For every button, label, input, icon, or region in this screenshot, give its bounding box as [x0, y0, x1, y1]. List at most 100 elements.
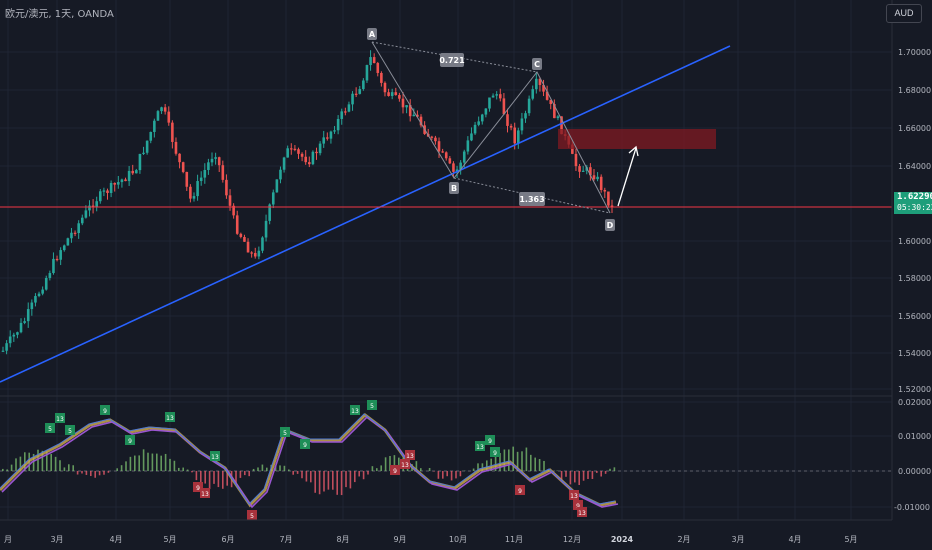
candle-body — [488, 97, 491, 109]
candle-body — [203, 169, 207, 178]
histogram-bar — [54, 456, 57, 471]
histogram-bar — [261, 464, 264, 471]
price-axis-label: 1.56000 — [898, 312, 931, 321]
candle-body — [542, 84, 545, 92]
candle-body — [117, 182, 120, 185]
histogram-bar — [604, 471, 607, 474]
candle-body — [185, 171, 189, 187]
candle-body — [120, 179, 124, 183]
buy-signal-label: 5 — [283, 430, 287, 437]
candle-body — [12, 334, 16, 337]
candle-body — [459, 162, 462, 170]
candle-body — [470, 133, 473, 141]
buy-signal-box — [367, 400, 377, 410]
candle-body — [437, 141, 441, 152]
pattern-point-label: D — [607, 221, 614, 230]
oscillator-axis-label: 0.00000 — [898, 467, 931, 476]
candle-body — [228, 195, 232, 206]
price-axis-label: 1.52000 — [898, 385, 931, 394]
sell-signal-box — [405, 450, 415, 460]
candle-body — [300, 153, 304, 157]
time-axis-label: 11月 — [505, 535, 523, 544]
candle-body — [5, 343, 8, 351]
candle-body — [506, 114, 509, 126]
buy-signal-label: 13 — [476, 444, 484, 451]
histogram-bar — [393, 455, 396, 471]
candle-body — [372, 57, 376, 64]
candle-body — [592, 175, 596, 180]
histogram-bar — [323, 471, 325, 492]
histogram-bar — [125, 461, 127, 471]
buy-signal-label: 5 — [370, 403, 374, 410]
histogram-bar — [420, 468, 422, 471]
sell-signal-label: 13 — [570, 493, 578, 500]
histogram-bar — [59, 460, 61, 471]
candle-body — [498, 94, 502, 99]
candle-body — [98, 191, 102, 202]
histogram-bar — [508, 449, 510, 471]
symbol-title: 欧元/澳元, 1天, OANDA — [5, 9, 114, 20]
candle-body — [444, 152, 448, 159]
histogram-bar — [156, 453, 158, 471]
candle-body — [221, 165, 225, 180]
grid-lines — [0, 0, 892, 520]
candle-body — [1, 350, 5, 352]
candle-body — [282, 157, 286, 170]
histogram-bar — [499, 452, 501, 471]
candle-body — [495, 94, 498, 96]
histogram-bar — [182, 467, 184, 471]
candle-body — [380, 72, 383, 83]
histogram-bar — [213, 471, 215, 484]
histogram-bar — [459, 471, 462, 477]
histogram-bar — [37, 449, 39, 471]
candle-body — [19, 322, 23, 333]
histogram-bar — [19, 456, 22, 471]
histogram-bar — [371, 466, 374, 471]
histogram-bar — [503, 449, 506, 471]
candle-body — [106, 190, 109, 193]
histogram-bar — [534, 457, 536, 471]
histogram-bar — [358, 471, 360, 477]
candle-body — [199, 177, 203, 182]
candle-body — [390, 92, 394, 96]
candle-body — [455, 169, 459, 172]
histogram-bar — [120, 465, 123, 471]
candle-body — [369, 57, 372, 66]
histogram-bar — [283, 465, 286, 471]
candle-body — [167, 111, 171, 123]
pattern-point-label: B — [451, 184, 457, 193]
candle-body — [196, 181, 199, 197]
currency-button[interactable]: AUD — [886, 4, 922, 23]
projection-arrowhead — [628, 145, 639, 157]
candle-body — [261, 237, 264, 251]
histogram-bar — [279, 465, 281, 471]
histogram-bar — [521, 451, 523, 471]
candle-body — [30, 302, 34, 310]
time-axis-label: 9月 — [393, 535, 406, 544]
candle-body — [44, 277, 48, 290]
histogram-bar — [591, 471, 594, 479]
buy-signal-label: 9 — [128, 438, 132, 445]
candle-body — [574, 153, 578, 167]
histogram-bar — [208, 471, 211, 490]
last-price-value: 1.62290 — [897, 192, 932, 202]
candle-body — [311, 151, 315, 165]
candle-body — [127, 170, 131, 182]
candle-body — [344, 111, 347, 113]
candle-body — [441, 151, 444, 153]
histogram-bar — [252, 468, 255, 471]
histogram-bar — [349, 471, 352, 489]
candle-body — [329, 131, 333, 139]
histogram-bar — [446, 471, 448, 477]
resistance-zone — [558, 129, 716, 149]
histogram-bar — [32, 453, 35, 471]
candle-body — [599, 176, 603, 190]
candle-body — [41, 289, 44, 294]
ratio-label-box — [519, 192, 545, 206]
candle-body — [160, 107, 163, 112]
buy-signal-label: 5 — [68, 428, 72, 435]
ratio-label-bd: 1.363 — [519, 195, 544, 204]
price-axis-label: 1.66000 — [898, 124, 931, 133]
